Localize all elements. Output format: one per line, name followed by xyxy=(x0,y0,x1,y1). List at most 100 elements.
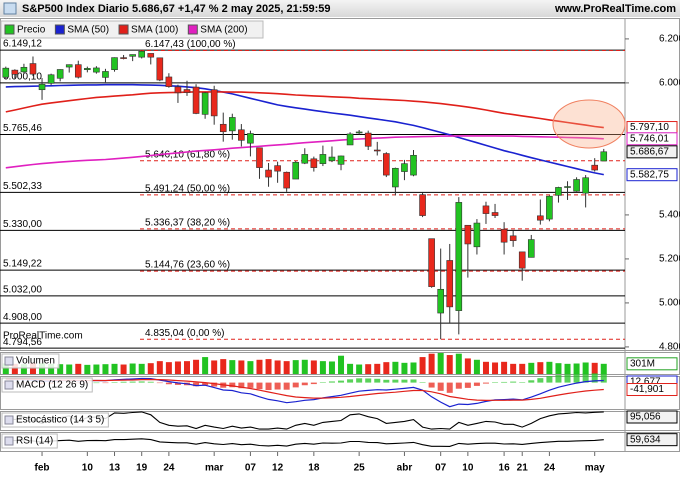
candle-body xyxy=(210,89,218,117)
candle-body xyxy=(355,131,363,134)
macd-histogram-bar xyxy=(410,379,417,383)
volume-bar xyxy=(338,355,345,374)
macd-histogram-bar xyxy=(582,373,589,383)
level-label: 6.000,10 xyxy=(3,72,42,83)
candle-body xyxy=(473,222,481,248)
candle-body xyxy=(47,74,55,84)
candle-body xyxy=(147,53,155,58)
y-tick-label: 6.200 xyxy=(659,34,680,45)
panel-frame xyxy=(0,432,680,452)
candle-body xyxy=(455,202,463,311)
macd-histogram-bar xyxy=(138,381,145,383)
volume-bar xyxy=(437,353,444,374)
volume-bar xyxy=(356,364,363,374)
volume-bar xyxy=(48,363,55,374)
volume-bar xyxy=(410,362,417,374)
candle-body xyxy=(174,86,182,94)
candle-body xyxy=(238,129,245,141)
macd-histogram-bar xyxy=(419,382,426,383)
volume-bar xyxy=(492,362,499,374)
candle-body xyxy=(410,154,417,176)
candle-body xyxy=(56,69,64,79)
candle-body xyxy=(301,154,309,164)
candle-body xyxy=(537,215,544,221)
macd-histogram-bar xyxy=(193,382,200,387)
x-tick-label: 12 xyxy=(272,463,284,474)
volume-bar xyxy=(546,361,553,374)
legend-swatch xyxy=(54,24,65,35)
volume-bar xyxy=(147,363,154,374)
value-badge xyxy=(626,433,678,447)
volume-bar xyxy=(328,361,335,374)
macd-histogram-bar xyxy=(519,382,526,383)
macd-histogram-bar xyxy=(428,382,435,388)
candle-body xyxy=(38,83,46,91)
watermark: ProRealTime.com xyxy=(3,331,83,342)
macd-histogram-bar xyxy=(437,382,444,391)
panel-title-bg xyxy=(1,353,60,369)
macd-histogram-bar xyxy=(510,381,517,383)
header-icon[interactable] xyxy=(3,2,17,15)
level-label: 5.330,00 xyxy=(3,219,42,230)
candle-body xyxy=(401,163,408,172)
macd-histogram-bar xyxy=(319,382,326,383)
x-tick-label: 21 xyxy=(517,463,529,474)
x-tick-label: 18 xyxy=(308,463,320,474)
candle-body xyxy=(283,171,290,189)
candle-body xyxy=(310,158,318,168)
volume-bar xyxy=(392,361,399,374)
value-badge-label: 5.797,10 xyxy=(630,122,669,133)
panel-title: MACD (12 26 9) xyxy=(16,380,88,391)
candle-body xyxy=(65,64,73,68)
volume-bar xyxy=(238,360,245,374)
candle-body xyxy=(392,167,399,188)
volume-bar xyxy=(310,360,317,374)
level-label: 5.765,46 xyxy=(3,123,42,134)
macd-histogram-bar xyxy=(401,379,408,383)
x-tick-label: 24 xyxy=(544,463,556,474)
volume-bar xyxy=(256,359,263,374)
level-label-bg xyxy=(1,283,44,295)
volume-bar xyxy=(211,360,218,374)
macd-histogram-bar xyxy=(537,378,544,383)
candle-body xyxy=(102,71,109,78)
candle-body xyxy=(20,66,28,73)
fib-label: 5.646,10 (61,80 %) xyxy=(145,149,230,160)
y-tick-label: 5.400 xyxy=(659,210,680,221)
macd-histogram-bar xyxy=(247,382,254,388)
level-label: 5.502,33 xyxy=(3,181,42,192)
fib-label: 6.147,43 (100,00 %) xyxy=(145,39,236,50)
candle-body xyxy=(201,92,209,115)
volume-bar xyxy=(102,364,109,374)
volume-bar xyxy=(591,362,598,374)
candle-body xyxy=(138,50,145,58)
value-badge-label: 12,677 xyxy=(630,377,661,388)
x-tick-label: 16 xyxy=(499,463,511,474)
candle-body xyxy=(265,169,272,178)
x-tick-label: mar xyxy=(205,463,223,474)
macd-histogram-bar xyxy=(573,373,580,383)
volume-bar xyxy=(473,359,480,374)
legend-label: SMA (200) xyxy=(200,25,247,36)
level-label-bg xyxy=(1,258,44,270)
panel-title-bg xyxy=(1,412,109,428)
volume-bar xyxy=(2,363,9,374)
legend-label: SMA (50) xyxy=(67,25,109,36)
legend-label: SMA (100) xyxy=(131,25,178,36)
volume-bar xyxy=(519,363,526,374)
volume-bar xyxy=(274,360,281,374)
macd-histogram-bar xyxy=(274,382,281,390)
x-tick-label: feb xyxy=(35,463,50,474)
macd-histogram-bar xyxy=(120,381,127,383)
macd-histogram-bar xyxy=(156,382,163,384)
volume-bar xyxy=(57,364,64,374)
volume-bar xyxy=(537,362,544,374)
volume-bar xyxy=(247,361,254,374)
value-badge xyxy=(626,132,678,146)
volume-bar xyxy=(174,361,181,374)
volume-bar xyxy=(573,363,580,374)
volume-bar xyxy=(265,359,272,374)
volume-bar xyxy=(582,362,589,374)
volume-bar xyxy=(319,361,326,374)
